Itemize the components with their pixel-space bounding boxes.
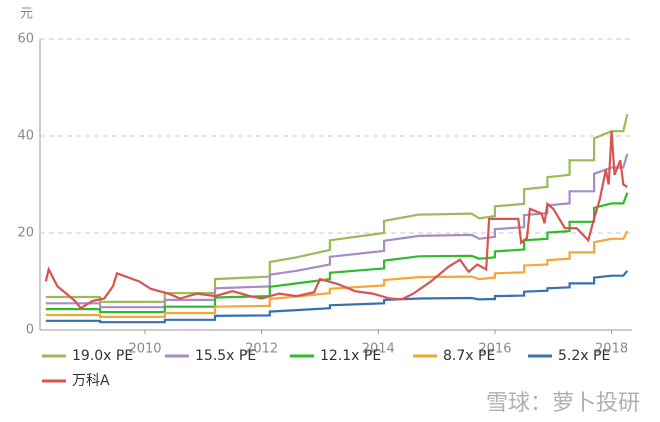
legend-label: 15.5x PE <box>195 348 256 364</box>
series-line <box>44 131 628 310</box>
series-line <box>45 113 629 303</box>
legend-label: 万科A <box>72 373 110 389</box>
series-line <box>45 153 629 309</box>
x-tick-label: 2016 <box>478 342 511 357</box>
y-unit: 元 <box>20 7 33 22</box>
legend-label: 12.1x PE <box>320 348 381 364</box>
legend-label: 19.0x PE <box>72 348 133 364</box>
legend-label: 8.7x PE <box>443 348 495 364</box>
x-tick-label: 2010 <box>128 342 161 357</box>
legend: 19.0x PE 15.5x PE 12.1x PE 8.7x PE 5.2x PE 万科… <box>42 348 610 389</box>
legend-label: 5.2x PE <box>558 348 610 364</box>
x-tick-label: 2018 <box>595 342 628 357</box>
y-tick-label: 20 <box>17 226 34 241</box>
x-tick-label: 2014 <box>362 342 395 357</box>
series-line <box>45 192 629 314</box>
watermark: 雪球：萝卜投研 <box>486 391 640 416</box>
x-tick-label: 2012 <box>245 342 278 357</box>
series-line <box>45 270 629 324</box>
series-line <box>45 230 629 318</box>
y-tick-label: 0 <box>26 323 34 338</box>
y-tick-label: 60 <box>17 32 34 47</box>
y-tick-label: 40 <box>17 129 34 144</box>
